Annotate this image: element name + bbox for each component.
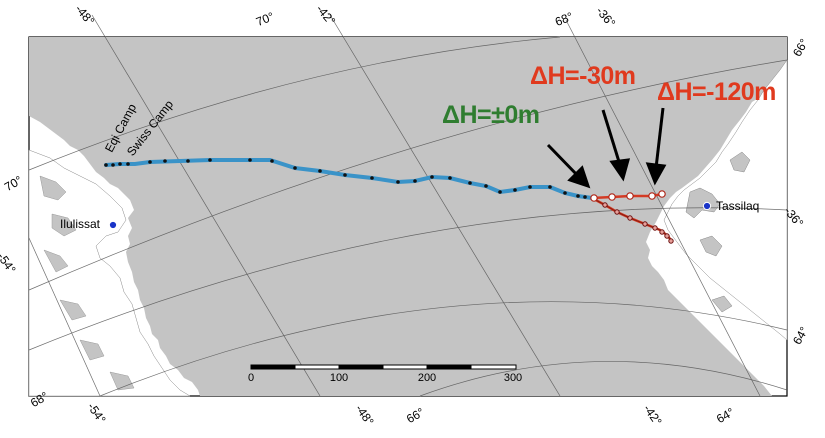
dh-minus120-label: ΔH=-120m [657, 78, 776, 106]
scale-tick-100: 100 [329, 372, 349, 384]
red-routes [590, 190, 674, 244]
traverse-points [104, 158, 587, 199]
west-coast-land [28, 149, 191, 397]
dh-zero-label: ΔH=±0m [442, 101, 540, 129]
west-fjords [39, 175, 135, 391]
scale-tick-300: 300 [503, 372, 523, 384]
annotation-arrows [546, 107, 667, 189]
ilulissat-marker [108, 220, 118, 230]
east-coast-land [663, 59, 788, 341]
east-fjords [685, 151, 751, 313]
tasiilaq-label: Tassilaq [716, 199, 760, 213]
scale-tick-200: 200 [417, 372, 437, 384]
dh-minus30-label: ΔH=-30m [530, 62, 636, 90]
ice-sheet [29, 37, 787, 396]
scale-bar [250, 364, 517, 370]
tasiilaq-marker [702, 201, 712, 211]
scale-tick-0: 0 [247, 372, 255, 384]
graticule [28, 14, 788, 397]
ilulissat-label: Ilulissat [60, 217, 101, 231]
